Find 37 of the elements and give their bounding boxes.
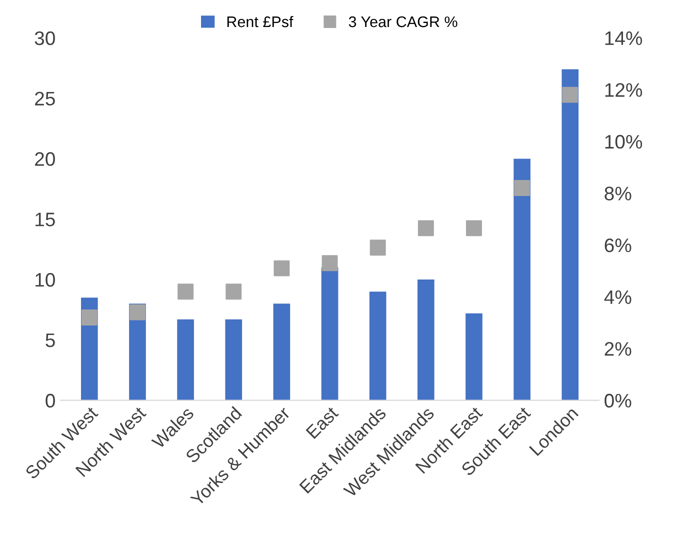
point (370, 240, 386, 256)
point (466, 220, 482, 236)
y2-tick-label: 2% (604, 342, 632, 356)
point (322, 255, 338, 272)
bar (273, 304, 290, 400)
y2-tick-label: 10% (605, 134, 642, 149)
y2-tick-label: 14% (605, 31, 642, 46)
point (418, 220, 434, 236)
bar (321, 267, 338, 400)
point (274, 260, 290, 276)
bar (418, 280, 434, 400)
bar (369, 292, 386, 400)
point (130, 304, 146, 320)
point (514, 180, 530, 196)
y2-tick-label: 8% (604, 186, 632, 200)
y2-tick-label: 12% (605, 83, 642, 97)
legend-label: 3 Year CAGR % (348, 16, 458, 28)
bar (177, 319, 194, 400)
bar (514, 158, 530, 400)
y2-tick-label: 4% (604, 290, 632, 304)
bar (562, 69, 579, 400)
y-tick-label: 0 (46, 394, 55, 408)
bar (466, 313, 482, 400)
point (562, 86, 578, 103)
y-tick-label: 25 (35, 92, 55, 106)
point (226, 284, 242, 300)
y-tick-label: 10 (36, 272, 55, 287)
y2-tick-label: 6% (604, 238, 632, 252)
point (81, 310, 98, 326)
point (178, 284, 194, 300)
y-tick-label: 15 (36, 212, 55, 226)
y2-tick-label: 0% (604, 394, 632, 408)
y-tick-label: 20 (35, 152, 55, 166)
y-tick-label: 5 (46, 334, 55, 348)
legend-label: Rent £Psf (227, 16, 294, 28)
y-tick-label: 30 (34, 31, 55, 46)
bar (225, 319, 242, 400)
